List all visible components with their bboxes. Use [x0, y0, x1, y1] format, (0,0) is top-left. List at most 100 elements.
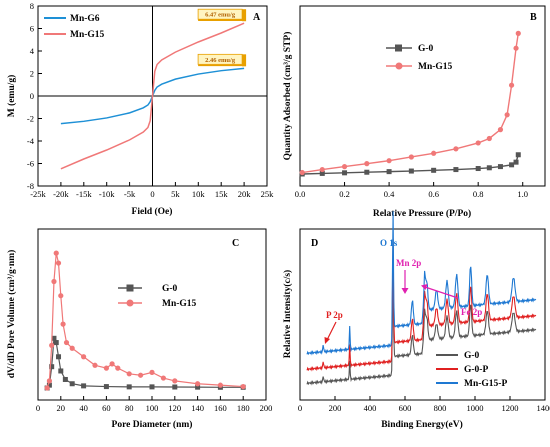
panel-d-xlabel: Binding Energy(eV) — [381, 419, 463, 430]
spectrum-line-Mn-G15-P — [306, 211, 537, 356]
x-tick-label: 1400 — [537, 403, 550, 413]
series-line-G-0 — [46, 336, 244, 389]
panel-b-xlabel: Relative Pressure (P/Po) — [373, 208, 471, 219]
panel-b-legend-marker-2 — [395, 62, 403, 70]
x-tick-label: 15k — [215, 189, 229, 199]
panel-c-legend-marker-2 — [126, 299, 134, 307]
data-point — [515, 152, 521, 158]
x-tick-label: -15k — [76, 189, 92, 199]
panel-a-ylabel: M (emu/g) — [6, 75, 17, 117]
x-tick-label: -5k — [124, 189, 136, 199]
x-tick-label: 100 — [146, 403, 159, 413]
panel-c-legend-1: G-0 — [162, 284, 178, 294]
data-point — [103, 384, 109, 390]
panel-b: B 0.0 0.2 0.4 0.6 0.8 1.0 G-0 Mn-G15 Relative… — [282, 5, 546, 219]
panel-b-legend-marker-1 — [395, 44, 402, 52]
data-point — [81, 383, 87, 389]
y-tick-label: 2 — [30, 69, 34, 79]
data-point — [408, 168, 414, 174]
data-point — [508, 82, 515, 88]
x-tick-label: -20k — [53, 189, 69, 199]
x-tick-label: 0.6 — [428, 189, 439, 199]
data-point — [513, 45, 519, 51]
spectrum-line-G-0 — [306, 264, 537, 386]
data-point — [46, 382, 52, 388]
data-point — [55, 260, 62, 266]
panel-d-label: D — [311, 238, 318, 249]
panel-a-legend-2: Mn-G15 — [70, 30, 105, 40]
y-tick-label: -4 — [27, 136, 35, 146]
peak-label-p2p: P 2p — [326, 310, 343, 320]
panel-c-legend-2: Mn-G15 — [162, 299, 197, 309]
y-tick-label: 6 — [30, 24, 34, 34]
panel-a: A -25k -20k -15k -10k -5k 0 5k 10k 15k 20k 25k -8-… — [6, 1, 274, 217]
data-point — [63, 339, 70, 346]
panel-d-frame — [299, 228, 546, 401]
x-tick-label: 0 — [298, 403, 302, 413]
annotation-text: 6.47 emu/g — [205, 12, 236, 19]
panel-d-legend-3: Mn-G15-P — [464, 379, 507, 389]
panel-a-x-ticks: -25k -20k -15k -10k -5k 0 5k 10k 15k 20k 25k — [30, 182, 274, 199]
x-tick-label: 20 — [57, 403, 66, 413]
panel-d: D 0 200 400 600 800 1000 1200 1400 P 2p O 1s Mn… — [282, 211, 550, 430]
x-tick-label: 20k — [238, 189, 252, 199]
data-point — [386, 158, 392, 164]
annotation-text: 2.46 emu/g — [205, 57, 236, 64]
x-tick-label: -10k — [99, 189, 115, 199]
data-point — [497, 164, 503, 170]
data-point — [160, 375, 166, 381]
x-tick-label: 0.8 — [473, 189, 484, 199]
data-point — [504, 112, 510, 118]
panel-b-series — [299, 30, 521, 177]
x-tick-label: 25k — [261, 189, 275, 199]
x-tick-label: 40 — [79, 403, 88, 413]
annotation-marker — [242, 54, 247, 67]
peak-label-mn2p: Mn 2p — [396, 258, 421, 268]
x-tick-label: 0.2 — [339, 189, 350, 199]
x-tick-label: 60 — [102, 403, 111, 413]
peak-arrow-fe2p — [424, 286, 459, 299]
data-point — [49, 364, 55, 370]
data-point — [453, 167, 459, 173]
x-tick-label: 0.4 — [384, 189, 395, 199]
data-point — [475, 140, 481, 146]
data-point — [126, 384, 132, 390]
data-point — [431, 167, 437, 173]
annotation-marker — [242, 9, 247, 22]
data-point — [172, 384, 178, 390]
panel-c-label: C — [232, 238, 239, 249]
panel-d-legend-2: G-0-P — [464, 365, 488, 375]
data-point — [69, 381, 75, 387]
x-tick-label: 1200 — [502, 403, 519, 413]
data-point — [126, 371, 132, 377]
data-point — [51, 335, 57, 341]
y-tick-label: 0 — [30, 91, 34, 101]
data-point — [62, 376, 68, 382]
x-tick-label: -25k — [30, 189, 46, 199]
data-point — [195, 381, 201, 387]
series-line-Mn-G15 — [60, 22, 245, 170]
data-point — [509, 162, 515, 168]
panel-b-x-ticks: 0.0 0.2 0.4 0.6 0.8 1.0 — [295, 182, 528, 199]
data-point — [172, 378, 178, 384]
panel-d-series — [306, 211, 537, 386]
data-point — [319, 166, 325, 173]
panel-b-ylabel: Quantity Adsorbed (cm³/g STP) — [282, 32, 293, 161]
series-line-Mn-G15 — [302, 33, 519, 174]
data-point — [497, 127, 504, 133]
data-point — [149, 369, 155, 375]
data-point — [56, 354, 62, 360]
data-point — [515, 30, 521, 36]
data-point — [319, 170, 325, 176]
data-point — [92, 362, 98, 368]
peak-arrowhead-mn2p — [401, 288, 409, 294]
data-point — [453, 146, 459, 152]
y-tick-label: -2 — [27, 114, 34, 124]
x-tick-label: 1.0 — [517, 189, 528, 199]
panel-c-ylabel: dV/dD Pore Volume (cm³/g·nm) — [6, 250, 17, 379]
data-point — [81, 354, 87, 360]
spectrum-line-G-0-P — [306, 238, 537, 372]
data-point — [364, 169, 370, 175]
peak-arrowhead-fe2p — [421, 284, 428, 290]
